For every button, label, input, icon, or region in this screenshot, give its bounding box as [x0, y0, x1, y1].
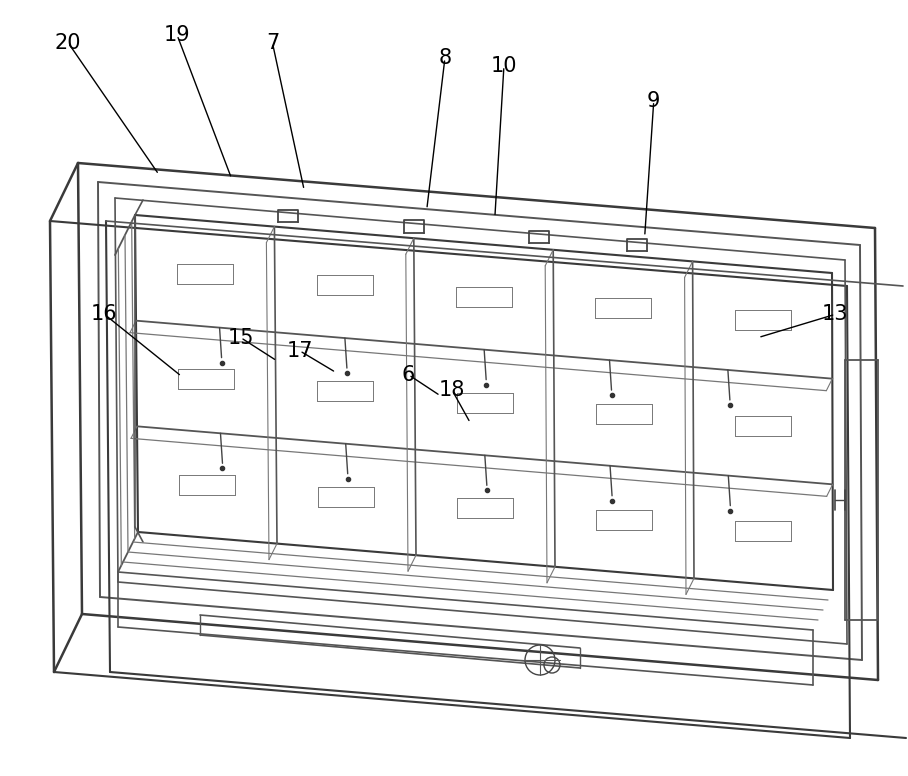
- Text: 7: 7: [266, 33, 279, 53]
- Text: 15: 15: [227, 327, 254, 348]
- Text: 9: 9: [647, 91, 660, 111]
- Text: 20: 20: [54, 33, 82, 53]
- Text: 13: 13: [822, 304, 849, 324]
- Text: 17: 17: [286, 341, 313, 361]
- Text: 16: 16: [91, 304, 118, 324]
- Text: 18: 18: [439, 380, 466, 400]
- Text: 6: 6: [402, 365, 415, 385]
- Text: 8: 8: [439, 48, 451, 68]
- Text: 19: 19: [163, 25, 191, 45]
- Text: 10: 10: [490, 56, 518, 76]
